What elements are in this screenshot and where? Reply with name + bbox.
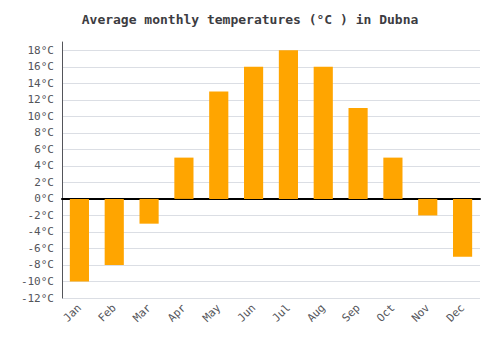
svg-text:Aug: Aug [305, 301, 328, 324]
svg-text:Apr: Apr [165, 301, 188, 324]
svg-text:-4°C: -4°C [28, 225, 55, 238]
svg-text:-8°C: -8°C [28, 258, 55, 271]
svg-text:Oct: Oct [374, 301, 397, 324]
svg-text:Jun: Jun [235, 301, 258, 324]
svg-text:18°C: 18°C [28, 44, 55, 57]
svg-text:0°C: 0°C [34, 192, 54, 205]
svg-text:-2°C: -2°C [28, 209, 55, 222]
svg-text:-12°C: -12°C [21, 292, 54, 305]
svg-text:Sep: Sep [339, 301, 362, 324]
svg-text:12°C: 12°C [28, 93, 55, 106]
svg-text:16°C: 16°C [28, 60, 55, 73]
svg-text:Average monthly temperatures (: Average monthly temperatures (°C ) in Du… [82, 12, 419, 27]
svg-text:4°C: 4°C [34, 159, 54, 172]
svg-text:6°C: 6°C [34, 143, 54, 156]
svg-text:8°C: 8°C [34, 126, 54, 139]
svg-text:Nov: Nov [409, 301, 432, 324]
svg-text:2°C: 2°C [34, 176, 54, 189]
svg-text:-6°C: -6°C [28, 242, 55, 255]
svg-text:Jan: Jan [61, 301, 84, 324]
svg-text:May: May [200, 301, 223, 324]
svg-text:Jul: Jul [270, 301, 293, 324]
svg-text:-10°C: -10°C [21, 275, 54, 288]
svg-text:Mar: Mar [130, 301, 153, 324]
svg-text:10°C: 10°C [28, 110, 55, 123]
svg-text:Feb: Feb [96, 301, 119, 324]
svg-text:14°C: 14°C [28, 77, 55, 90]
svg-text:Dec: Dec [444, 301, 467, 324]
